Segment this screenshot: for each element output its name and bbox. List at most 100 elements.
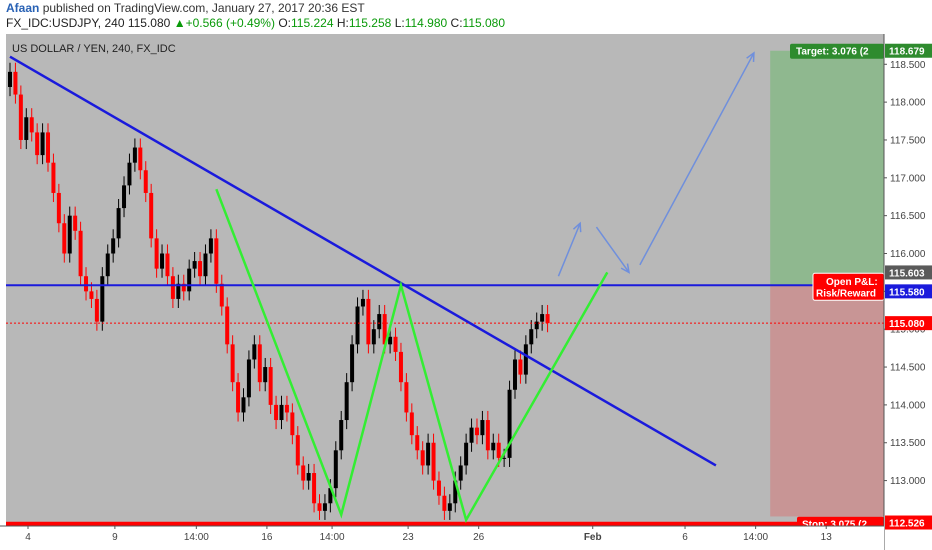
time-tick-label: 13 <box>821 532 833 543</box>
arrow-head-icon <box>620 263 631 274</box>
candle-body <box>203 253 208 277</box>
candle-body <box>132 147 137 163</box>
candle-body <box>198 261 203 277</box>
candle-body <box>67 215 72 254</box>
candle-body <box>388 336 393 345</box>
candle-body <box>230 344 235 383</box>
candle-body <box>116 208 121 239</box>
high-label: H: <box>336 16 349 30</box>
candle-body <box>35 132 40 156</box>
candle-body <box>480 420 485 436</box>
candle-body <box>496 442 501 458</box>
up-arrow-icon: ▲ <box>173 16 186 30</box>
candle-body <box>344 382 349 421</box>
candle-body <box>485 420 490 451</box>
candle-body <box>404 382 409 413</box>
projection-arrow[interactable] <box>639 52 755 266</box>
price-tick-label: 115.000 <box>890 325 926 336</box>
target-price-tag: 118.679 <box>889 47 925 58</box>
candle-body <box>154 238 159 269</box>
candle-body <box>8 71 12 87</box>
time-tick-label: 23 <box>403 532 415 543</box>
candle-body <box>469 427 474 443</box>
double-bottom-pattern[interactable] <box>215 188 609 524</box>
trendline[interactable] <box>9 55 717 467</box>
candle-body <box>339 420 344 451</box>
candle-body <box>176 283 181 299</box>
time-tick-label: 14:00 <box>743 532 768 543</box>
target-label-bg <box>790 43 884 59</box>
price-tick-label: 113.500 <box>890 438 926 449</box>
low-value: 114.980 <box>404 16 448 30</box>
candle-body <box>540 314 545 322</box>
candle-body <box>18 94 23 140</box>
candle-body <box>100 276 105 322</box>
candle-body <box>518 359 523 375</box>
candle-body <box>84 276 89 292</box>
stop-zone <box>770 285 884 517</box>
candle-body <box>263 367 268 383</box>
candle-body <box>89 291 94 299</box>
candle-body <box>105 253 110 277</box>
candle-body <box>268 367 273 405</box>
candle-body <box>111 238 116 254</box>
candle-body <box>420 450 425 466</box>
current-price-tag-bg <box>885 316 932 331</box>
candle-body <box>382 314 387 345</box>
time-tick-label: 14:00 <box>320 532 345 543</box>
candle-body <box>252 344 257 360</box>
candle-body <box>529 329 534 345</box>
candle-body <box>51 162 56 193</box>
candle-body <box>350 344 355 383</box>
candle-body <box>246 359 251 398</box>
candle-body <box>306 473 311 481</box>
high-value: 115.258 <box>348 16 392 30</box>
candle-body <box>301 465 306 481</box>
candle-body <box>333 450 338 489</box>
candle-body <box>491 442 496 451</box>
symbol-label: FX_IDC:USDJPY, 240 <box>6 16 125 30</box>
time-tick-label: 6 <box>682 532 688 543</box>
candle-body <box>502 457 507 459</box>
author-name[interactable]: Afaan <box>6 1 40 15</box>
time-axis-background <box>0 526 884 550</box>
candles <box>8 62 550 520</box>
candle-body <box>507 389 512 458</box>
candle-body <box>512 359 517 390</box>
candle-body <box>62 223 67 254</box>
projection-arrow[interactable] <box>595 226 630 273</box>
candle-body <box>322 503 327 511</box>
candle-body <box>78 230 83 277</box>
candle-body <box>46 132 51 163</box>
candle-body <box>328 488 333 504</box>
candle-body <box>122 185 127 209</box>
close-value: 115.080 <box>462 16 506 30</box>
candle-body <box>312 473 317 504</box>
candle-body <box>393 336 398 352</box>
price-tick-label: 116.000 <box>890 249 926 260</box>
price-tick-label: 116.500 <box>890 211 926 222</box>
drawings: Target: 3.076 (2 Open P&L:Risk/Reward Stop… <box>6 43 885 532</box>
candle-body <box>274 404 279 421</box>
arrow-head-icon <box>572 221 582 233</box>
price-chart[interactable]: Target: 3.076 (2 Open P&L:Risk/Reward Stop… <box>0 34 932 550</box>
candle-body <box>431 442 436 481</box>
candle-body <box>24 117 29 140</box>
candle-body <box>165 253 170 277</box>
stop-label: Stop: 3.075 (2. <box>802 520 870 531</box>
candle-body <box>464 442 469 466</box>
symbol-ohlc-bar: FX_IDC:USDJPY, 240 115.080 ▲+0.566 (+0.4… <box>6 16 505 30</box>
plot-background <box>6 34 884 526</box>
change-value: +0.566 (+0.49%) <box>185 16 275 30</box>
candle-body <box>73 215 78 231</box>
candle-body <box>474 427 479 436</box>
open-pl-label: Open P&L: <box>826 277 878 288</box>
price-tag-115603: 115.603 <box>889 268 925 279</box>
candle-body <box>225 306 230 345</box>
time-tick-label: 26 <box>473 532 485 543</box>
candle-body <box>149 192 154 239</box>
target-price-tag-bg <box>885 43 932 58</box>
candle-body <box>442 495 447 511</box>
projection-arrow[interactable] <box>557 222 581 277</box>
price-tick-label: 117.000 <box>890 173 926 184</box>
